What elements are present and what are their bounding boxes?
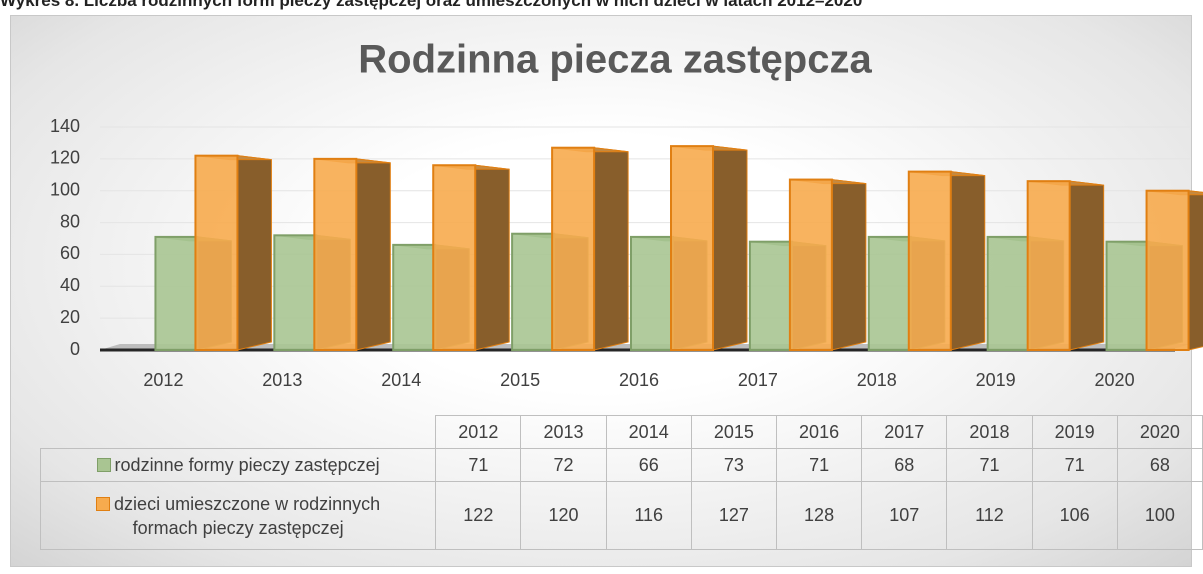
y-tick-label: 120 <box>50 148 80 168</box>
bar-front <box>907 170 952 351</box>
table-value: 127 <box>690 481 777 550</box>
table-value: 71 <box>435 448 522 482</box>
table-value: 71 <box>1031 448 1118 482</box>
legend-key <box>96 496 111 511</box>
table-header-cell: 2020 <box>1116 415 1203 449</box>
table-value: 71 <box>946 448 1033 482</box>
x-tick-label: 2016 <box>619 370 659 390</box>
legend-label: rodzinne formy pieczy zastępczej <box>114 455 380 475</box>
table-row-label: rodzinne formy pieczy zastępczej <box>39 448 437 482</box>
table-value: 116 <box>605 481 692 550</box>
bar-front <box>273 234 318 351</box>
bar-front <box>154 235 199 352</box>
bar-front <box>670 145 714 351</box>
bar-front <box>748 240 793 351</box>
x-tick-label: 2020 <box>1095 370 1135 390</box>
table-header-cell: 2013 <box>520 415 607 449</box>
bar-side <box>831 179 867 351</box>
table-value: 100 <box>1116 481 1203 550</box>
caption: Wykres 8. Liczba rodzinnych form pieczy … <box>0 0 863 10</box>
bar-front <box>630 235 674 352</box>
table-value: 71 <box>775 448 863 482</box>
table-value: 107 <box>861 481 948 550</box>
chart-title: Rodzinna piecza zastępcza <box>358 38 872 82</box>
table-value: 106 <box>1031 481 1118 550</box>
bar-side <box>712 145 748 351</box>
bar <box>670 145 748 351</box>
bar-front <box>867 235 912 352</box>
bar-front <box>1026 180 1071 351</box>
bar-side <box>236 155 272 351</box>
bar-front <box>432 164 477 351</box>
table-value: 66 <box>605 448 692 482</box>
x-tick-label: 2012 <box>143 370 183 390</box>
y-tick-label: 140 <box>50 116 80 136</box>
bar-front <box>1105 240 1150 351</box>
table-header-cell: 2017 <box>861 415 948 449</box>
bar-front <box>313 157 358 351</box>
table-value: 73 <box>690 448 777 482</box>
bar-front <box>788 178 833 351</box>
bar-front <box>551 146 596 351</box>
x-tick-label: 2015 <box>500 370 540 390</box>
bar-side <box>355 158 391 351</box>
bar-side <box>1069 180 1105 351</box>
table-header-row: 2012 2013 2014 2015 2016 2017 2018 2019 2020 <box>40 415 1203 449</box>
table-value: 122 <box>435 481 522 550</box>
bar <box>788 178 867 351</box>
bar-front <box>986 235 1031 352</box>
data-table: 2012 2013 2014 2015 2016 2017 2018 2019 2020 rodz… <box>39 415 1203 550</box>
x-tick-label: 2018 <box>857 370 897 390</box>
x-tick-label: 2017 <box>738 370 778 390</box>
legend-label: dzieci umieszczone w rodzinnych formach … <box>114 493 381 538</box>
table-value: 68 <box>1116 448 1203 482</box>
bar <box>1026 180 1105 351</box>
table-header-cell: 2014 <box>605 415 692 449</box>
bar-side <box>1188 190 1203 351</box>
bar-side <box>950 171 986 351</box>
y-tick-label: 20 <box>60 307 80 327</box>
bar-front <box>392 243 437 351</box>
y-tick-label: 80 <box>60 211 80 231</box>
bar <box>194 154 272 351</box>
bar-side <box>474 164 510 351</box>
bar-front <box>511 232 556 352</box>
table-value: 68 <box>861 448 948 482</box>
bar <box>1145 189 1203 351</box>
bar <box>313 157 391 351</box>
bar-side <box>593 147 629 351</box>
bar-front <box>194 154 239 351</box>
bar-front <box>1145 189 1190 351</box>
table-value: 112 <box>946 481 1033 550</box>
table-row: dzieci umieszczone w rodzinnych formach … <box>39 481 1203 550</box>
legend-key <box>96 458 111 472</box>
table-value: 72 <box>520 448 607 482</box>
table-value: 120 <box>520 481 607 550</box>
table-row-label: dzieci umieszczone w rodzinnych formach … <box>39 481 437 550</box>
table-header-cell: 2018 <box>946 415 1033 449</box>
bar <box>551 146 629 351</box>
y-tick-label: 0 <box>70 339 80 359</box>
y-tick-label: 100 <box>50 179 80 199</box>
table-corner <box>40 415 437 449</box>
x-tick-label: 2014 <box>381 370 421 390</box>
x-tick-label: 2013 <box>262 370 302 390</box>
y-tick-label: 40 <box>60 275 80 295</box>
bar <box>907 170 986 351</box>
table-header-cell: 2016 <box>775 415 863 449</box>
table-header-cell: 2012 <box>435 415 522 449</box>
x-tick-label: 2019 <box>976 370 1016 390</box>
table-header-cell: 2015 <box>690 415 777 449</box>
table-value: 128 <box>775 481 863 550</box>
bar <box>432 164 510 351</box>
table-row: rodzinne formy pieczy zastępczej 71 72 66 73… <box>39 448 1203 482</box>
y-tick-label: 60 <box>60 243 80 263</box>
table-header-cell: 2019 <box>1031 415 1118 449</box>
